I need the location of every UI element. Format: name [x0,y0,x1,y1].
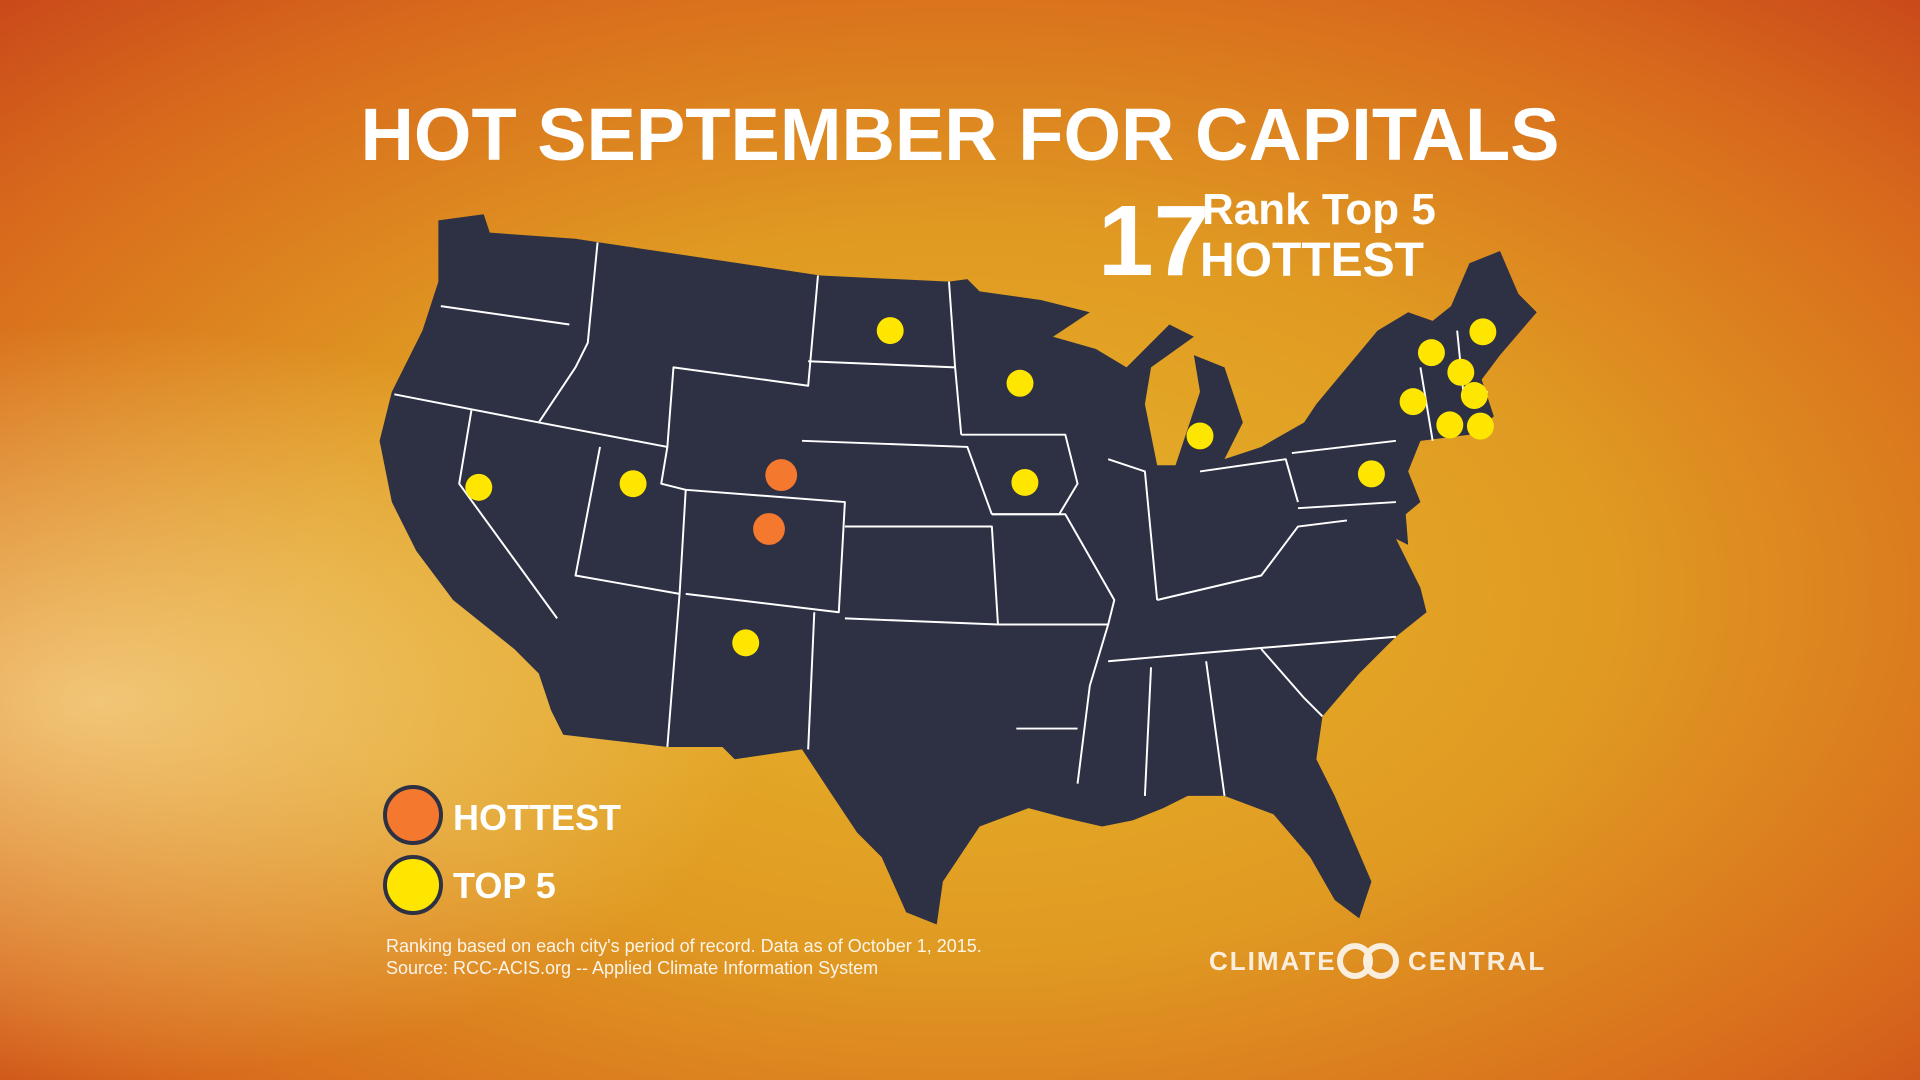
stat-number: 17 [1098,185,1209,297]
footnote: Source: RCC-ACIS.org -- Applied Climate … [386,958,878,978]
top5-dot [1469,318,1497,346]
top5-dot [1011,468,1039,496]
stat-line2: HOTTEST [1200,234,1424,287]
top5-dot [1186,422,1214,450]
top5-dot [1447,358,1475,386]
legend-hottest-swatch [383,785,443,845]
top5-dot [1357,460,1385,488]
top5-dot [1417,339,1445,367]
stat-line1: Rank Top 5 [1202,185,1436,234]
top5-dot [1466,412,1494,440]
us-map [379,214,1537,925]
top5-dot [1460,382,1488,409]
legend-top5-swatch [383,855,443,915]
top5-dot [1436,411,1464,439]
state-borders [394,242,1488,797]
logo-ring [1363,943,1399,979]
logo-text: CLIMATE [1209,946,1337,976]
logo-text: CENTRAL [1408,946,1546,976]
legend-top5-label: TOP 5 [453,865,556,906]
logo: CLIMATE CENTRAL [1209,943,1546,979]
top5-dot [876,317,904,345]
hottest-dot [753,513,785,545]
top5-dot [732,629,760,657]
top5-dot [465,473,493,501]
legend-hottest-label: HOTTEST [453,797,621,838]
title: HOT SEPTEMBER FOR CAPITALS [360,93,1559,176]
logo-ring [1337,943,1373,979]
capital-dots [465,317,1497,657]
top5-dot [1399,388,1427,416]
us-outline [379,214,1537,925]
hottest-dot [765,459,798,492]
top5-dot [1006,369,1034,397]
footnote: Ranking based on each city's period of r… [386,936,982,956]
top5-dot [619,470,647,498]
